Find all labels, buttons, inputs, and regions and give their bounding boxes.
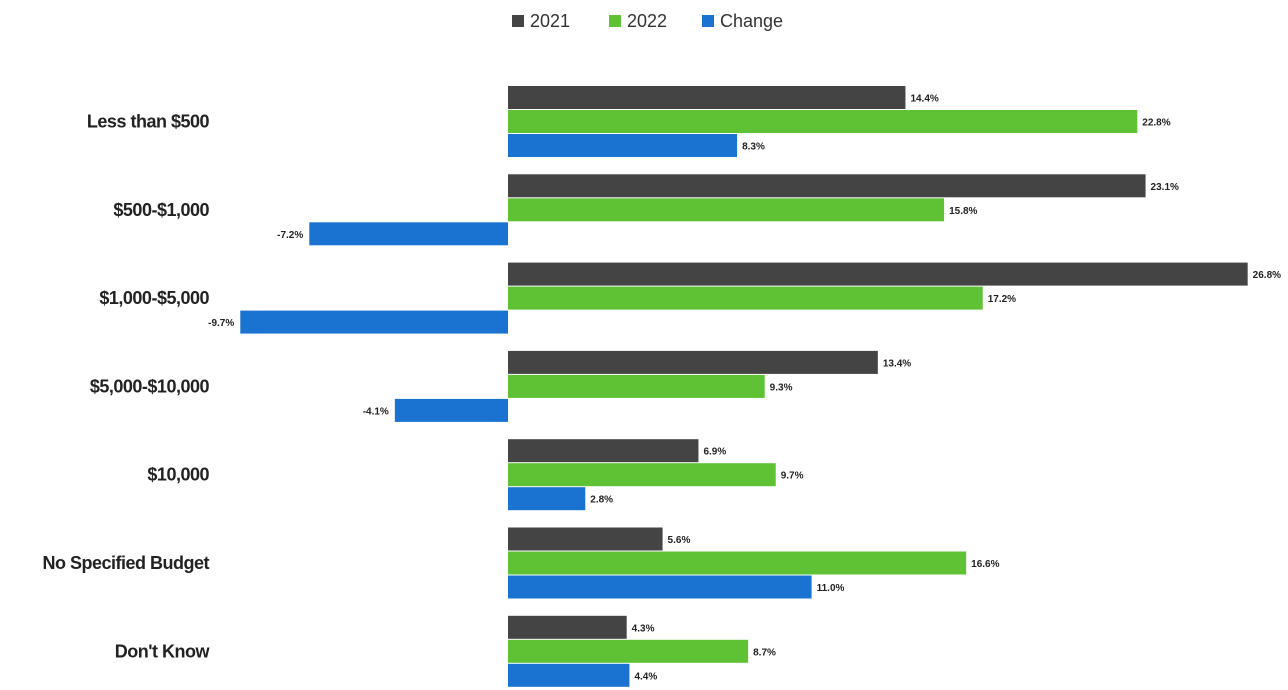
bar-2021 [508,615,627,639]
bar-change [508,487,586,511]
value-labels: 14.4% 22.8% 8.3% 23.1% 15.8% -7.2% 26.8% 17.2% -… [208,94,1281,683]
legend-swatch-change [702,15,714,27]
data-label-2022: 9.7% [781,471,804,482]
legend-label-change: Change [720,11,783,31]
category-label: No Specified Budget [42,553,209,573]
bar-2021 [508,439,699,463]
category-label: Don't Know [115,641,211,661]
bar-change [309,222,508,246]
data-label-change: 4.4% [634,671,657,682]
legend-swatch-2022 [609,15,621,27]
category-label: Less than $500 [87,112,210,132]
data-label-change: 11.0% [817,583,845,594]
bar-2022 [508,286,983,310]
category-labels: Less than $500 $500-$1,000 $1,000-$5,000 $5… [42,112,211,662]
bar-2022 [508,198,945,222]
data-label-2021: 5.6% [668,535,691,546]
data-label-change: -7.2% [277,230,303,241]
data-label-2021: 23.1% [1151,182,1179,193]
data-label-2021: 14.4% [910,94,938,105]
bar-change [508,663,630,687]
data-label-change: -9.7% [208,318,234,329]
data-label-2022: 17.2% [988,294,1016,305]
bar-2021 [508,174,1146,198]
legend: 2021 2022 Change [512,11,783,31]
legend-label-2022: 2022 [627,11,667,31]
bar-2022 [508,551,967,575]
bar-change [508,575,812,599]
bar-2021 [508,262,1248,286]
bar-change [394,398,508,422]
data-label-change: 8.3% [742,142,765,153]
data-label-change: 2.8% [590,495,613,506]
data-label-2022: 16.6% [971,559,999,570]
category-label: $500-$1,000 [113,200,209,220]
data-label-2021: 6.9% [703,447,726,458]
bar-change [508,134,738,157]
bars [240,86,1248,687]
bar-2021 [508,350,878,374]
bar-2022 [508,110,1138,133]
bar-2021 [508,86,906,109]
category-label: $1,000-$5,000 [99,288,209,308]
data-label-2022: 22.8% [1142,118,1170,129]
data-label-2021: 4.3% [632,623,655,634]
bar-2022 [508,374,765,398]
legend-label-2021: 2021 [530,11,570,31]
data-label-2021: 26.8% [1253,270,1281,281]
bar-2021 [508,527,663,551]
category-label: $5,000-$10,000 [90,376,210,396]
data-label-2022: 8.7% [753,647,776,658]
bar-2022 [508,639,749,663]
legend-swatch-2021 [512,15,524,27]
category-label: $10,000 [147,465,209,485]
data-label-2022: 9.3% [770,382,793,393]
bar-2022 [508,463,776,487]
data-label-2022: 15.8% [949,206,977,217]
data-label-change: -4.1% [363,406,389,417]
bar-change [240,310,508,334]
data-label-2021: 13.4% [883,358,911,369]
